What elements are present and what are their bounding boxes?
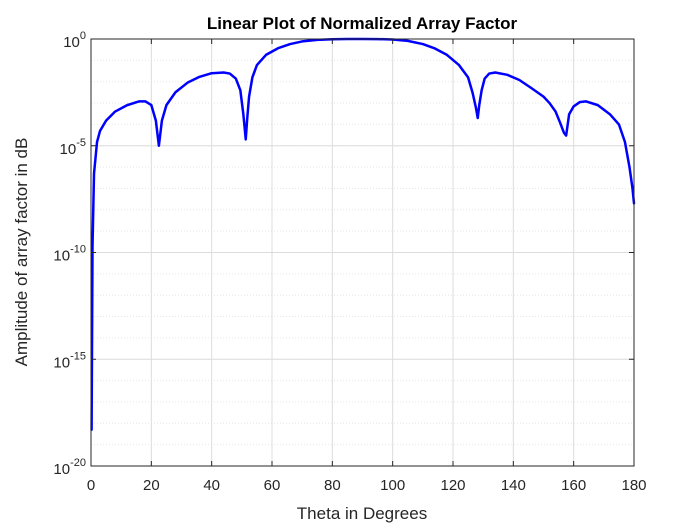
x-tick-label: 40 bbox=[203, 477, 220, 494]
y-tick-label: 10-15 bbox=[53, 350, 86, 371]
y-tick-label: 100 bbox=[63, 30, 86, 51]
x-tick-labels: 0 20 40 60 80 100 120 140 160 180 bbox=[87, 477, 647, 494]
y-tick-label: 10-5 bbox=[60, 137, 86, 158]
x-tick-label: 180 bbox=[621, 477, 646, 494]
y-tick-label: 10-20 bbox=[53, 457, 86, 478]
x-tick-label: 20 bbox=[143, 477, 160, 494]
x-tick-label: 0 bbox=[87, 477, 95, 494]
x-axis-label: Theta in Degrees bbox=[297, 504, 427, 523]
x-tick-label: 140 bbox=[501, 477, 526, 494]
x-tick-label: 160 bbox=[561, 477, 586, 494]
y-tick-label: 10-10 bbox=[53, 244, 86, 265]
axis-ticks bbox=[90, 38, 635, 467]
chart-title: Linear Plot of Normalized Array Factor bbox=[207, 14, 518, 33]
x-tick-label: 60 bbox=[264, 477, 281, 494]
x-tick-label: 120 bbox=[440, 477, 465, 494]
x-tick-label: 80 bbox=[324, 477, 341, 494]
y-tick-labels: 10-20 10-15 10-10 10-5 100 bbox=[53, 30, 86, 478]
y-axis-label: Amplitude of array factor in dB bbox=[12, 138, 31, 367]
x-tick-label: 100 bbox=[380, 477, 405, 494]
